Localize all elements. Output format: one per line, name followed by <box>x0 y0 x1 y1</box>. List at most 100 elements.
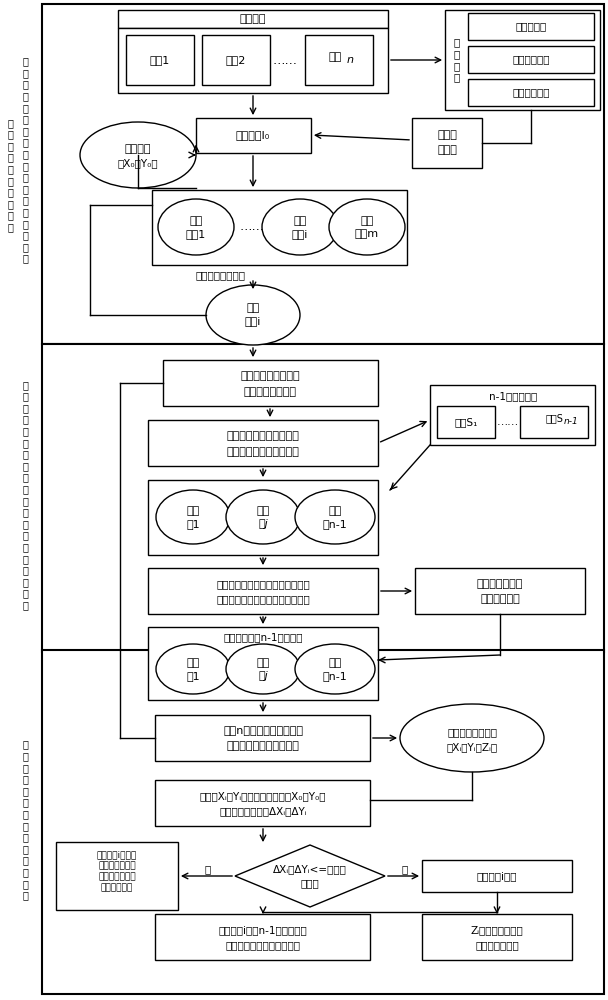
Ellipse shape <box>262 199 338 255</box>
Text: 影像2: 影像2 <box>226 55 246 65</box>
Bar <box>152 190 407 265</box>
Text: 待匹: 待匹 <box>189 216 202 226</box>
Ellipse shape <box>329 199 405 255</box>
Bar <box>202 35 270 85</box>
Text: 待匹配点i及其n-1个同名像点: 待匹配点i及其n-1个同名像点 <box>219 925 308 935</box>
Bar <box>520 406 588 438</box>
Text: 物
方
信
息: 物 方 信 息 <box>454 38 460 82</box>
Text: 点j: 点j <box>258 519 268 529</box>
Bar <box>445 10 600 110</box>
Text: 作为一组像方匹配结果返回: 作为一组像方匹配结果返回 <box>226 940 300 950</box>
Bar <box>118 10 388 28</box>
Text: 之间的较差绝对值ΔXᵢ、ΔYᵢ: 之间的较差绝对值ΔXᵢ、ΔYᵢ <box>219 806 307 816</box>
Text: 匹配结果与物方: 匹配结果与物方 <box>98 872 136 882</box>
Bar <box>126 35 194 85</box>
Text: 候选: 候选 <box>257 506 269 516</box>
Bar <box>42 650 604 994</box>
Text: 点1: 点1 <box>186 671 200 681</box>
Text: 逐个取出待匹配点: 逐个取出待匹配点 <box>195 270 245 280</box>
Bar <box>437 406 495 438</box>
Text: 候选: 候选 <box>187 506 199 516</box>
Text: 确定同名像点: 确定同名像点 <box>480 594 520 604</box>
Text: 计算（Xᵢ，Yᵢ）与物方基元的（X₀，Y₀）: 计算（Xᵢ，Yᵢ）与物方基元的（X₀，Y₀） <box>200 791 326 801</box>
Text: Zᵢ作为物方基元的: Zᵢ作为物方基元的 <box>471 925 523 935</box>
Text: 物方基元: 物方基元 <box>125 144 151 154</box>
Text: 基准影像I₀: 基准影像I₀ <box>236 130 270 140</box>
Text: n-1: n-1 <box>564 416 578 426</box>
Text: 配点m: 配点m <box>355 229 379 239</box>
Text: 待匹: 待匹 <box>361 216 374 226</box>
Text: 配点1: 配点1 <box>186 229 206 239</box>
Text: 阈值否: 阈值否 <box>300 878 319 888</box>
Ellipse shape <box>158 199 234 255</box>
Text: 舍弃其像方多视: 舍弃其像方多视 <box>98 861 136 870</box>
Text: 待匹: 待匹 <box>294 216 306 226</box>
Bar <box>155 715 370 761</box>
Text: ……: …… <box>240 221 264 233</box>
Ellipse shape <box>156 490 230 544</box>
Bar <box>468 79 594 106</box>
Text: 计算待匹配点和多个候选同名点的: 计算待匹配点和多个候选同名点的 <box>216 579 310 589</box>
Text: 点n-1: 点n-1 <box>323 519 347 529</box>
Text: （X₀，Y₀）: （X₀，Y₀） <box>118 158 158 168</box>
Ellipse shape <box>80 122 196 188</box>
Text: 候选: 候选 <box>328 506 342 516</box>
Bar <box>430 385 595 445</box>
Bar <box>56 842 178 910</box>
Text: 待匹配点i有效: 待匹配点i有效 <box>477 871 517 881</box>
Text: 基于n幅影像的多像光束法: 基于n幅影像的多像光束法 <box>223 726 303 736</box>
Text: 同名搜索核线的直线方程: 同名搜索核线的直线方程 <box>227 447 299 457</box>
Bar <box>148 420 378 466</box>
Text: 配点i: 配点i <box>292 229 308 239</box>
Text: 点j: 点j <box>258 671 268 681</box>
Ellipse shape <box>295 490 375 544</box>
Text: 否: 否 <box>205 864 211 874</box>
Text: 像模型: 像模型 <box>437 145 457 155</box>
Ellipse shape <box>206 285 300 345</box>
Bar <box>422 914 572 960</box>
Text: 配点i: 配点i <box>245 316 261 326</box>
Bar <box>163 360 378 406</box>
Text: 同名: 同名 <box>328 658 342 668</box>
Text: 坐标计算结果: 坐标计算结果 <box>101 884 133 892</box>
Bar <box>422 860 572 892</box>
Ellipse shape <box>156 644 230 694</box>
Text: 待匹配点i无效，: 待匹配点i无效， <box>97 850 137 859</box>
Bar <box>118 28 388 93</box>
Text: 影像成: 影像成 <box>437 130 457 140</box>
Text: 计算物方搜索光线的: 计算物方搜索光线的 <box>240 371 300 381</box>
Text: 搜索S₁: 搜索S₁ <box>454 417 478 427</box>
Text: 地物点的三维坐标: 地物点的三维坐标 <box>447 727 497 737</box>
Text: 一个高程值返回: 一个高程值返回 <box>475 940 519 950</box>
Text: 同名: 同名 <box>257 658 269 668</box>
Bar <box>148 627 378 700</box>
Text: 待匹: 待匹 <box>246 303 260 313</box>
Text: （Xᵢ，Yᵢ，Zᵢ）: （Xᵢ，Yᵢ，Zᵢ） <box>446 742 497 752</box>
Text: 基于最大相似度: 基于最大相似度 <box>477 579 523 589</box>
Text: 确定各搜索影像上的像方: 确定各搜索影像上的像方 <box>227 431 299 441</box>
Bar <box>42 344 604 652</box>
Bar <box>305 35 373 85</box>
Text: n: n <box>347 55 353 65</box>
Text: 同名: 同名 <box>187 658 199 668</box>
Bar <box>148 480 378 555</box>
Bar <box>155 780 370 826</box>
Ellipse shape <box>226 644 300 694</box>
Bar <box>412 118 482 168</box>
Text: 定
方
元
基
在
准
影
像
上
应
对
的
多
个
待
匹
配
点: 定 方 元 基 在 准 影 像 上 应 对 的 多 个 待 匹 配 点 <box>22 56 28 264</box>
Text: 确
物
基
准
像
对
的
个
匹
点: 确 物 基 准 像 对 的 个 匹 点 <box>7 118 13 232</box>
Text: 是: 是 <box>402 864 408 874</box>
Bar <box>148 568 378 614</box>
Text: 测区最小高程: 测区最小高程 <box>513 87 550 97</box>
Text: 外方位元素: 外方位元素 <box>516 21 547 31</box>
Ellipse shape <box>295 644 375 694</box>
Ellipse shape <box>226 490 300 544</box>
Text: 基于灰度和特征的多像匹配相似度: 基于灰度和特征的多像匹配相似度 <box>216 594 310 604</box>
Text: 点n-1: 点n-1 <box>323 671 347 681</box>
Text: ……: …… <box>272 53 297 66</box>
Text: 平差的物方三维坐标解算: 平差的物方三维坐标解算 <box>227 741 299 751</box>
Bar <box>196 118 311 153</box>
Bar <box>468 46 594 73</box>
Text: ΔXᵢ和ΔYᵢ<=设定的: ΔXᵢ和ΔYᵢ<=设定的 <box>273 864 347 874</box>
Text: 对
各
待
匹
配
点
进
行
物
方
信
息
约
束
多
视
影
像
匹
配: 对 各 待 匹 配 点 进 行 物 方 信 息 约 束 多 视 影 像 匹 配 <box>22 380 28 610</box>
